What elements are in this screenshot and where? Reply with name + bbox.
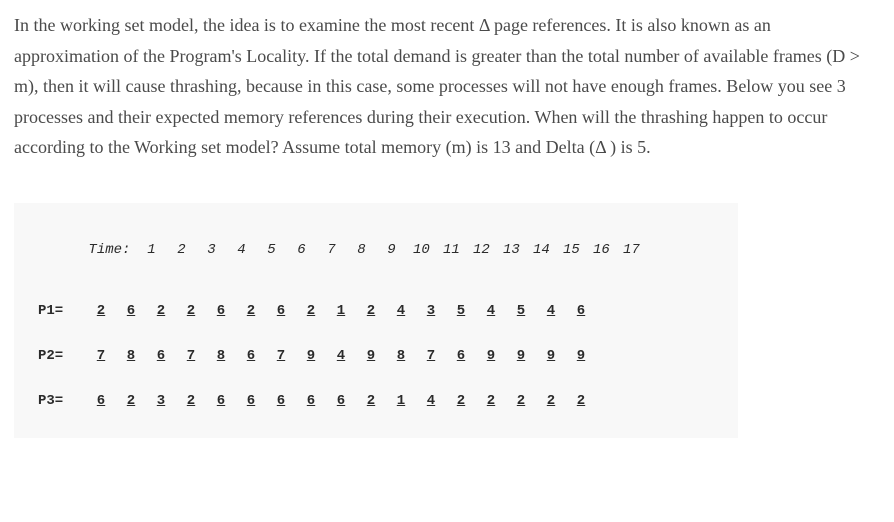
- ref-cell: 2: [356, 393, 386, 410]
- ref-cell: 2: [566, 393, 596, 410]
- ref-cell: 2: [476, 393, 506, 410]
- ref-cell: 6: [146, 348, 176, 365]
- ref-cell: 8: [206, 348, 236, 365]
- ref-cell: 6: [266, 303, 296, 320]
- ref-cell: 9: [296, 348, 326, 365]
- time-col: 1: [136, 242, 166, 259]
- ref-cell: 4: [416, 393, 446, 410]
- ref-cell: 3: [416, 303, 446, 320]
- ref-cell: 6: [566, 303, 596, 320]
- row-label: P2=: [38, 348, 86, 365]
- time-col: 4: [226, 242, 256, 259]
- ref-cell: 2: [236, 303, 266, 320]
- ref-cell: 9: [356, 348, 386, 365]
- ref-cell: 2: [176, 303, 206, 320]
- ref-cell: 3: [146, 393, 176, 410]
- ref-cell: 6: [236, 393, 266, 410]
- ref-cell: 2: [536, 393, 566, 410]
- time-col: 13: [496, 242, 526, 259]
- ref-cell: 6: [206, 303, 236, 320]
- ref-cell: 6: [326, 393, 356, 410]
- ref-cell: 4: [476, 303, 506, 320]
- ref-cell: 4: [536, 303, 566, 320]
- time-col: 17: [616, 242, 646, 259]
- ref-cell: 2: [506, 393, 536, 410]
- ref-cell: 8: [116, 348, 146, 365]
- table-row: P1=26226262124354546: [38, 303, 714, 320]
- ref-cell: 9: [476, 348, 506, 365]
- page-root: In the working set model, the idea is to…: [0, 0, 894, 438]
- ref-cell: 2: [146, 303, 176, 320]
- row-label: P3=: [38, 393, 86, 410]
- ref-cell: 9: [506, 348, 536, 365]
- ref-cell: 6: [296, 393, 326, 410]
- ref-cell: 9: [536, 348, 566, 365]
- time-label: Time:: [88, 242, 136, 259]
- ref-cell: 2: [86, 303, 116, 320]
- time-col: 15: [556, 242, 586, 259]
- row-label: P1=: [38, 303, 86, 320]
- ref-cell: 2: [356, 303, 386, 320]
- ref-cell: 1: [386, 393, 416, 410]
- time-col: 6: [286, 242, 316, 259]
- ref-cell: 5: [446, 303, 476, 320]
- table-row: P3=62326666621422222: [38, 393, 714, 410]
- time-col: 12: [466, 242, 496, 259]
- time-col: 14: [526, 242, 556, 259]
- time-col: 9: [376, 242, 406, 259]
- ref-cell: 7: [266, 348, 296, 365]
- ref-cell: 6: [206, 393, 236, 410]
- time-col: 2: [166, 242, 196, 259]
- time-col: 11: [436, 242, 466, 259]
- table-row: P2=78678679498769999: [38, 348, 714, 365]
- ref-cell: 5: [506, 303, 536, 320]
- time-row: Time:1234567891011121314151617: [38, 225, 714, 275]
- time-col: 16: [586, 242, 616, 259]
- ref-cell: 6: [266, 393, 296, 410]
- ref-cell: 6: [446, 348, 476, 365]
- ref-cell: 2: [296, 303, 326, 320]
- ref-cell: 2: [446, 393, 476, 410]
- ref-cell: 4: [386, 303, 416, 320]
- time-col: 10: [406, 242, 436, 259]
- ref-cell: 6: [236, 348, 266, 365]
- ref-cell: 6: [86, 393, 116, 410]
- ref-cell: 2: [116, 393, 146, 410]
- ref-cell: 6: [116, 303, 146, 320]
- time-col: 7: [316, 242, 346, 259]
- question-text: In the working set model, the idea is to…: [14, 10, 880, 163]
- ref-cell: 7: [416, 348, 446, 365]
- ref-cell: 4: [326, 348, 356, 365]
- ref-cell: 7: [86, 348, 116, 365]
- ref-cell: 9: [566, 348, 596, 365]
- ref-cell: 7: [176, 348, 206, 365]
- ref-cell: 8: [386, 348, 416, 365]
- time-col: 3: [196, 242, 226, 259]
- time-col: 5: [256, 242, 286, 259]
- reference-table: Time:1234567891011121314151617 P1=262262…: [14, 203, 738, 438]
- ref-cell: 1: [326, 303, 356, 320]
- time-col: 8: [346, 242, 376, 259]
- ref-cell: 2: [176, 393, 206, 410]
